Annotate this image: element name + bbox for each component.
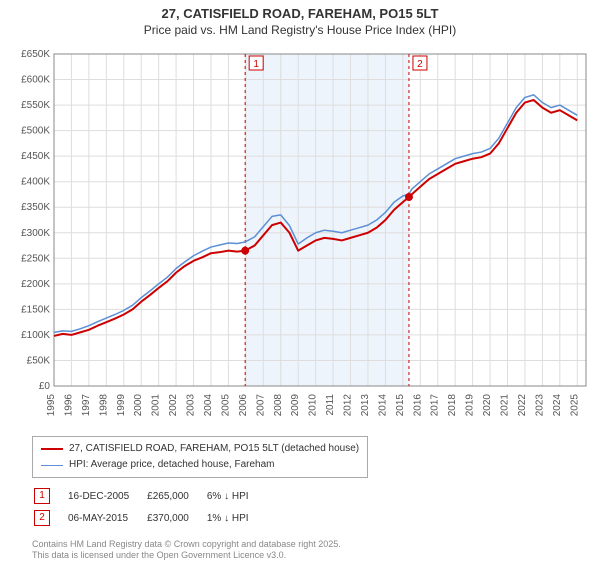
- date-cell: 06-MAY-2015: [68, 508, 145, 528]
- svg-text:£650K: £650K: [21, 49, 50, 60]
- delta-cell: 1% ↓ HPI: [207, 508, 265, 528]
- svg-text:£150K: £150K: [21, 304, 50, 315]
- svg-text:£200K: £200K: [21, 279, 50, 290]
- svg-text:1997: 1997: [81, 394, 92, 417]
- svg-text:2025: 2025: [569, 394, 580, 417]
- page-title: 27, CATISFIELD ROAD, FAREHAM, PO15 5LT: [0, 6, 600, 21]
- footnote-line: This data is licensed under the Open Gov…: [32, 550, 341, 562]
- svg-text:2013: 2013: [360, 394, 371, 417]
- badge-cell: 2: [34, 508, 66, 528]
- svg-text:2015: 2015: [395, 394, 406, 417]
- transaction-row: 2 06-MAY-2015£370,0001% ↓ HPI: [34, 508, 265, 528]
- chart-legend: 27, CATISFIELD ROAD, FAREHAM, PO15 5LT (…: [32, 436, 368, 478]
- svg-text:2018: 2018: [447, 394, 458, 417]
- svg-text:2006: 2006: [238, 394, 249, 417]
- legend-item: 27, CATISFIELD ROAD, FAREHAM, PO15 5LT (…: [41, 441, 359, 457]
- svg-text:2019: 2019: [465, 394, 476, 417]
- svg-text:2021: 2021: [500, 394, 511, 417]
- transactions-table: 1 16-DEC-2005£265,0006% ↓ HPI 2 06-MAY-2015…: [32, 484, 267, 530]
- svg-text:2014: 2014: [377, 394, 388, 417]
- footnote: Contains HM Land Registry data © Crown c…: [32, 539, 341, 562]
- svg-text:2009: 2009: [290, 394, 301, 417]
- svg-text:2023: 2023: [534, 394, 545, 417]
- svg-text:1999: 1999: [116, 394, 127, 417]
- badge-cell: 1: [34, 486, 66, 506]
- svg-text:£400K: £400K: [21, 177, 50, 188]
- svg-text:£450K: £450K: [21, 151, 50, 162]
- date-cell: 16-DEC-2005: [68, 486, 145, 506]
- svg-text:2000: 2000: [133, 394, 144, 417]
- svg-text:2008: 2008: [273, 394, 284, 417]
- svg-text:2016: 2016: [412, 394, 423, 417]
- arrow-down-icon: ↓: [224, 491, 229, 502]
- footnote-line: Contains HM Land Registry data © Crown c…: [32, 539, 341, 551]
- svg-text:£100K: £100K: [21, 330, 50, 341]
- page-subtitle: Price paid vs. HM Land Registry's House …: [0, 23, 600, 37]
- svg-text:2020: 2020: [482, 394, 493, 417]
- svg-text:2003: 2003: [186, 394, 197, 417]
- svg-text:1998: 1998: [98, 394, 109, 417]
- svg-text:£50K: £50K: [27, 355, 51, 366]
- legend-item: HPI: Average price, detached house, Fare…: [41, 457, 359, 473]
- svg-text:£350K: £350K: [21, 202, 50, 213]
- svg-text:2001: 2001: [151, 394, 162, 417]
- svg-text:2007: 2007: [255, 394, 266, 417]
- svg-text:£500K: £500K: [21, 126, 50, 137]
- svg-text:2005: 2005: [220, 394, 231, 417]
- svg-text:£250K: £250K: [21, 253, 50, 264]
- chart-svg: £0 £50K £100K £150K £200K £250K £300K £350K £400…: [6, 48, 594, 428]
- svg-text:2024: 2024: [552, 394, 563, 417]
- svg-text:2012: 2012: [343, 394, 354, 417]
- svg-text:2: 2: [417, 59, 423, 70]
- svg-text:2011: 2011: [325, 394, 336, 416]
- svg-text:2002: 2002: [168, 394, 179, 417]
- marker-badge: 1: [34, 488, 50, 504]
- svg-text:£600K: £600K: [21, 75, 50, 86]
- svg-text:£300K: £300K: [21, 228, 50, 239]
- legend-swatch: [41, 465, 63, 466]
- svg-text:2004: 2004: [203, 394, 214, 417]
- arrow-down-icon: ↓: [224, 513, 229, 524]
- svg-text:1: 1: [253, 59, 259, 70]
- svg-text:2010: 2010: [308, 394, 319, 417]
- svg-text:£550K: £550K: [21, 100, 50, 111]
- transaction-row: 1 16-DEC-2005£265,0006% ↓ HPI: [34, 486, 265, 506]
- price-chart: £0 £50K £100K £150K £200K £250K £300K £350K £400…: [6, 48, 594, 428]
- price-cell: £265,000: [147, 486, 205, 506]
- marker-badge: 2: [34, 510, 50, 526]
- legend-swatch: [41, 448, 63, 450]
- svg-text:£0: £0: [39, 381, 51, 392]
- svg-text:2017: 2017: [430, 394, 441, 417]
- legend-label: 27, CATISFIELD ROAD, FAREHAM, PO15 5LT (…: [69, 441, 359, 457]
- delta-cell: 6% ↓ HPI: [207, 486, 265, 506]
- svg-text:1996: 1996: [63, 394, 74, 417]
- price-cell: £370,000: [147, 508, 205, 528]
- svg-text:1995: 1995: [46, 394, 57, 417]
- legend-label: HPI: Average price, detached house, Fare…: [69, 457, 275, 473]
- svg-text:2022: 2022: [517, 394, 528, 417]
